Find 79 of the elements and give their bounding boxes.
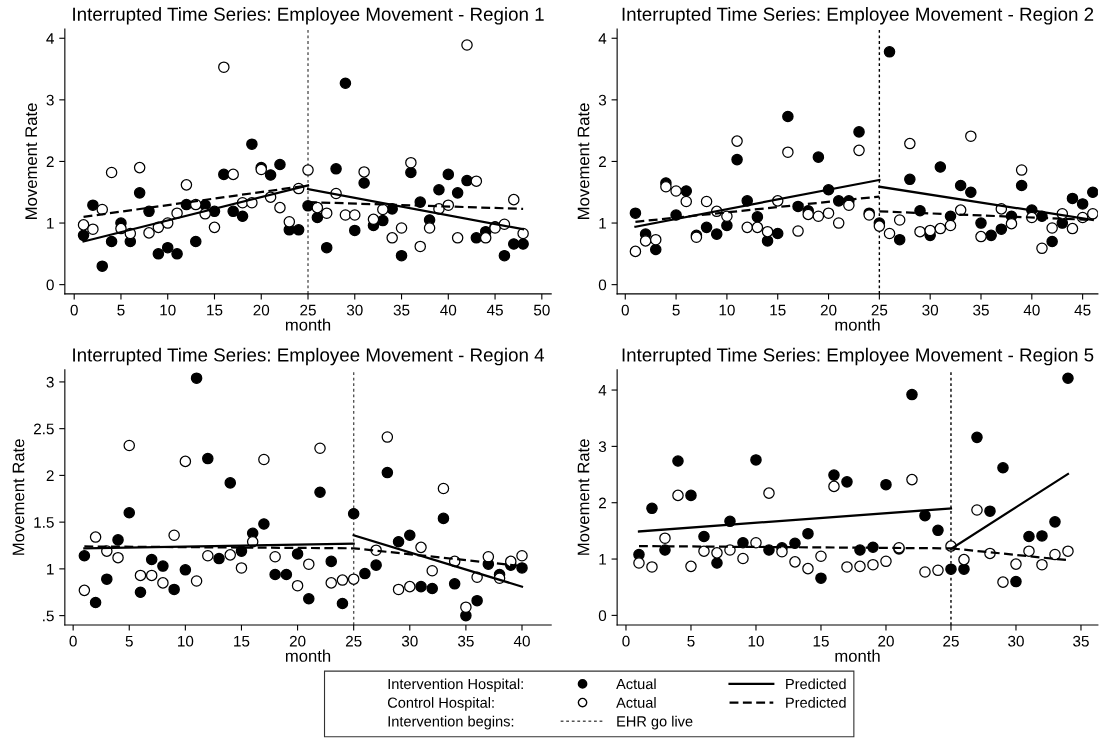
x-tick-label: 20	[820, 304, 837, 316]
legend-label: EHR go live	[617, 715, 693, 730]
y-axis-title: Movement Rate	[12, 439, 25, 555]
x-tick-label: 15	[813, 635, 829, 647]
x-tick-label: 5	[117, 304, 125, 316]
x-tick-label: 15	[207, 304, 223, 316]
y-tick-label: 4	[46, 33, 54, 44]
x-axis-title: month	[285, 649, 331, 662]
y-tick-label: 1	[47, 218, 54, 229]
x-axis-title: month	[285, 318, 331, 331]
y-tick-label: 0	[598, 610, 607, 622]
x-tick-label: 35	[393, 304, 410, 316]
x-tick-label: 0	[70, 304, 78, 316]
x-tick-label: 45	[486, 304, 503, 316]
x-tick-label: 45	[1074, 304, 1091, 316]
x-tick-label: 25	[871, 304, 888, 316]
y-tick-label: 1	[47, 563, 54, 575]
text: Intervention begins:	[388, 715, 514, 730]
x-tick-label: 25	[943, 635, 959, 647]
chart-title: Interrupted Time Series: Employee Movement - Region 1	[73, 7, 544, 25]
y-tick-label: 3	[598, 94, 607, 106]
x-tick-label: 20	[878, 635, 894, 647]
y-tick-label: 2	[46, 470, 54, 481]
x-tick-label: 15	[234, 635, 250, 647]
x-tick-label: 25	[300, 304, 316, 316]
y-tick-label: 3	[46, 376, 54, 388]
chart-title: Interrupted Time Series: Employee Movement - Region 5	[622, 347, 1094, 366]
x-tick-label: 10	[719, 304, 735, 316]
text: Intervention Hospital:	[388, 678, 523, 693]
x-tick-label: 35	[1073, 635, 1089, 647]
x-tick-label: 0	[622, 635, 630, 647]
y-axis-title: Movement Rate	[25, 103, 38, 219]
legend-label: Predicted	[786, 678, 846, 690]
x-axis-title: month	[835, 649, 880, 662]
x-tick-label: 10	[160, 304, 176, 316]
x-tick-label: 30	[346, 304, 363, 316]
chart-title: Interrupted Time Series: Employee Movement - Region 4	[73, 347, 545, 366]
x-tick-label: 40	[440, 304, 457, 316]
x-tick-label: 30	[922, 304, 939, 316]
y-tick-label: 2	[598, 156, 606, 167]
x-tick-label: 30	[401, 635, 418, 647]
y-tick-label: 3	[598, 441, 607, 453]
y-tick-label: 1	[599, 554, 606, 565]
y-axis-title: Movement Rate	[577, 439, 590, 555]
x-tick-label: 50	[533, 304, 550, 316]
y-tick-label: 4	[598, 385, 607, 396]
y-axis-title: Movement Rate	[577, 103, 590, 219]
x-tick-label: 40	[1023, 304, 1040, 316]
text: Control Hospital:	[387, 697, 494, 711]
x-tick-label: 5	[687, 635, 695, 647]
y-tick-label: 0	[598, 279, 607, 291]
y-tick-label: 4	[598, 33, 607, 44]
x-tick-label: 30	[1008, 635, 1024, 647]
x-tick-label: 35	[973, 304, 989, 316]
y-tick-label: .5	[43, 610, 54, 622]
legend-label: Actual	[616, 678, 656, 690]
y-tick-label: 1.5	[34, 517, 54, 528]
y-tick-label: 2	[598, 497, 606, 509]
y-tick-label: 1	[599, 218, 606, 229]
x-tick-label: 40	[513, 635, 530, 647]
y-tick-label: 2	[46, 156, 54, 167]
y-tick-label: 0	[46, 279, 54, 291]
x-axis-title: month	[835, 318, 880, 331]
legend-label: Predicted	[786, 697, 846, 708]
chart-title: Interrupted Time Series: Employee Movement - Region 2	[622, 7, 1094, 25]
x-tick-label: 0	[621, 304, 629, 316]
legend-label: Actual	[616, 697, 656, 708]
x-tick-label: 20	[289, 635, 306, 647]
x-tick-label: 20	[253, 304, 270, 316]
x-tick-label: 5	[672, 304, 680, 316]
y-tick-label: 3	[46, 94, 54, 106]
x-tick-label: 0	[69, 635, 77, 647]
x-tick-label: 35	[457, 635, 474, 647]
x-tick-label: 10	[178, 635, 194, 647]
x-tick-label: 25	[345, 635, 362, 647]
x-tick-label: 15	[770, 304, 786, 316]
x-tick-label: 5	[125, 635, 133, 647]
y-tick-label: 2.5	[33, 423, 54, 435]
x-tick-label: 10	[748, 635, 764, 647]
